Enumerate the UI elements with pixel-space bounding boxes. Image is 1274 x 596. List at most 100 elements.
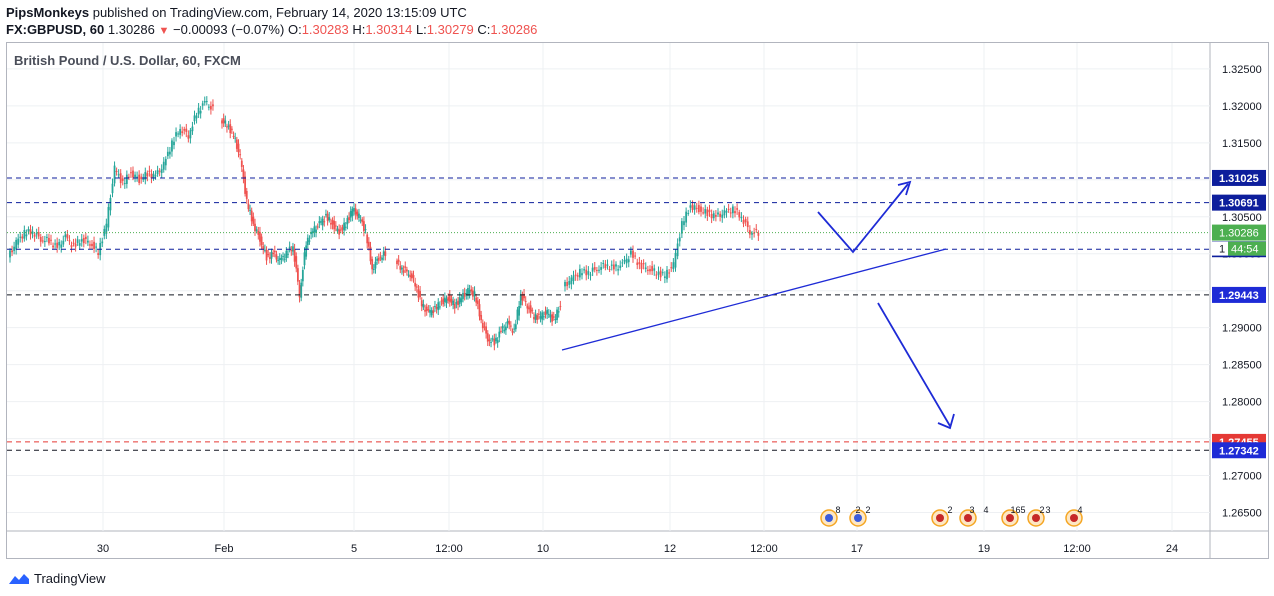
candle-body	[187, 135, 190, 139]
y-tick-label: 1.32500	[1222, 64, 1262, 76]
candle-body	[546, 309, 549, 314]
candle-body	[619, 265, 622, 268]
candle-body	[480, 315, 483, 321]
candle-body	[717, 212, 719, 215]
candle-body	[600, 267, 603, 270]
countdown-bg	[1228, 241, 1266, 256]
down-arrow-icon: ▼	[158, 25, 170, 37]
candle-body	[25, 234, 28, 237]
candle-body	[250, 210, 253, 222]
candle-body	[409, 275, 412, 278]
candle-body	[341, 227, 344, 230]
candle-body	[119, 173, 122, 184]
candle-body	[207, 106, 210, 108]
candle-body	[338, 229, 341, 235]
candle-body	[397, 259, 400, 262]
candle-body	[242, 169, 245, 179]
candle-body	[723, 210, 726, 216]
candle-body	[376, 258, 378, 261]
candle-body	[653, 268, 656, 271]
candle-body	[169, 151, 171, 155]
footer-brand[interactable]: TradingView	[8, 571, 106, 586]
candle-body	[9, 250, 11, 258]
candle-body	[463, 292, 466, 297]
candle-body	[425, 306, 428, 312]
candle-body	[272, 253, 275, 255]
event-count: 2	[1039, 505, 1044, 515]
candle-body	[574, 274, 577, 276]
candle-body	[685, 211, 688, 223]
candle-body	[320, 221, 322, 223]
candle-body	[152, 173, 155, 179]
candle-body	[111, 183, 114, 194]
candle-body	[346, 218, 349, 225]
candle-body	[503, 329, 506, 332]
candle-body	[432, 310, 435, 314]
chart-frame[interactable]	[6, 42, 1269, 559]
candle-body	[746, 221, 749, 228]
candle-body	[460, 298, 463, 303]
candle-body	[265, 249, 268, 261]
open-label: O:	[287, 22, 302, 37]
candle-body	[379, 256, 382, 258]
candle-body	[125, 174, 128, 184]
symbol-label: FX:GBPUSD, 60	[6, 22, 105, 37]
candle-body	[538, 313, 540, 315]
candle-body	[247, 203, 250, 210]
candle-body	[500, 330, 502, 332]
candle-body	[371, 259, 374, 270]
author-name[interactable]: PipsMonkeys	[6, 5, 90, 20]
y-tick-label: 1.31500	[1222, 138, 1262, 150]
candle-body	[290, 249, 293, 251]
scenario-up-arrow	[817, 183, 909, 254]
candle-body	[608, 269, 611, 271]
candle-body	[381, 257, 383, 260]
candle-body	[15, 239, 18, 250]
event-count: 3	[969, 505, 974, 515]
candle-body	[331, 219, 334, 225]
candle-body	[468, 290, 471, 294]
candle-body	[267, 254, 270, 256]
candle-body	[56, 242, 59, 248]
candle-body	[35, 233, 38, 235]
candle-body	[297, 268, 299, 282]
candle-body	[646, 269, 649, 272]
candle-body	[70, 245, 73, 248]
candle-body	[366, 234, 369, 244]
candle-body	[396, 260, 398, 265]
candle-body	[121, 178, 124, 181]
candle-body	[551, 314, 553, 322]
candle-body	[704, 209, 707, 214]
published-text: published on TradingView.com, February 1…	[92, 5, 467, 20]
level-label-bg	[1212, 286, 1266, 303]
candle-body	[629, 250, 632, 255]
candle-body	[382, 251, 385, 256]
candle-body	[554, 318, 557, 320]
candle-body	[364, 229, 367, 231]
candle-body	[330, 223, 332, 225]
level-label-bg	[1212, 442, 1266, 459]
trend-line	[561, 248, 947, 351]
candle-body	[424, 309, 426, 312]
candle-body	[321, 218, 324, 226]
candle-body	[676, 243, 679, 257]
candle-body	[401, 267, 403, 270]
candle-body	[336, 228, 339, 232]
candle-body	[72, 242, 75, 244]
candle-body	[105, 223, 108, 234]
candle-body	[593, 267, 596, 270]
candle-body	[301, 269, 304, 282]
y-tick-label: 1.26500	[1222, 508, 1262, 520]
last-price: 1.30286	[107, 22, 155, 37]
x-tick-label: Feb	[215, 543, 234, 555]
candle-body	[661, 272, 664, 274]
candle-body	[496, 340, 499, 343]
candle-body	[434, 306, 436, 308]
candle-body	[410, 273, 413, 279]
x-tick-label: 12:00	[750, 543, 778, 555]
candle-body	[123, 183, 126, 185]
candle-body	[334, 225, 337, 227]
candle-body	[115, 170, 118, 172]
close-value: 1.30286	[490, 22, 538, 37]
